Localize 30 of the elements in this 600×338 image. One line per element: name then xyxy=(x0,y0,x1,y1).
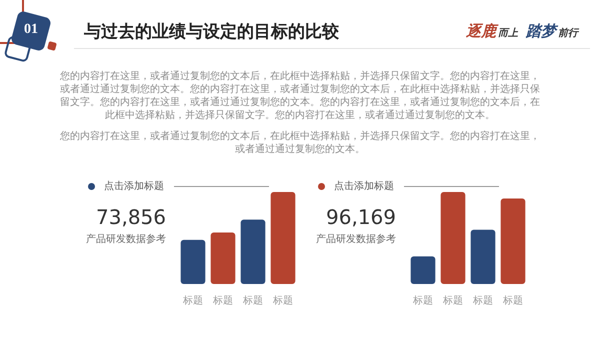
x-tick-label: 标题 xyxy=(502,294,523,307)
text: 产品研发数据参考 xyxy=(86,232,166,246)
bar xyxy=(210,232,236,284)
text: 您的内容打在这里，或者通过复制您的文本后，在此框中选择粘贴，并选择只保留文字。您的内容打在这里，或者通过通过复制您的文本。您的内容打在这里，或者通过复制您的文本后，在此框中选择粘贴，并选择只保留文字。您的内容打在这里，或者通过通过复制您的文本。您的内容打在这里，或者通过复制您的文本后，在此框中选择粘贴，并选择只保留文字。您的内容打在这里，或者通过通过复制您的文本。 xyxy=(60,70,540,122)
x-tick-label: 标题 xyxy=(412,294,433,307)
text: 前行 xyxy=(558,28,578,39)
x-tick-label: 标题 xyxy=(182,294,203,307)
text: 逐鹿 xyxy=(466,24,496,40)
x-tick-label: 标题 xyxy=(272,294,293,307)
bar xyxy=(470,230,496,284)
text: 产品研发数据参考 xyxy=(316,232,396,246)
bar xyxy=(410,256,436,284)
bar xyxy=(180,240,206,284)
text: 您的内容打在这里，或者通过复制您的文本后，在此框中选择粘贴，并选择只保留文字。您的内容打在这里，或者通过通过复制您的文本。 xyxy=(60,130,540,156)
bar xyxy=(500,198,526,284)
text: 踏梦 xyxy=(526,24,556,40)
chart-title: 点击添加标题 xyxy=(104,180,164,193)
x-tick-label: 标题 xyxy=(442,294,463,307)
bar xyxy=(440,192,466,284)
bar xyxy=(270,192,296,284)
chart-title: 点击添加标题 xyxy=(334,180,394,193)
text: 96,169 xyxy=(326,205,396,229)
text: 01 xyxy=(23,22,39,38)
text: 与过去的业绩与设定的目标的比较 xyxy=(84,21,339,43)
bar xyxy=(240,220,266,284)
text: 而上 xyxy=(498,28,518,39)
text: 73,856 xyxy=(96,205,166,229)
x-tick-label: 标题 xyxy=(472,294,493,307)
x-tick-label: 标题 xyxy=(212,294,233,307)
x-tick-label: 标题 xyxy=(242,294,263,307)
